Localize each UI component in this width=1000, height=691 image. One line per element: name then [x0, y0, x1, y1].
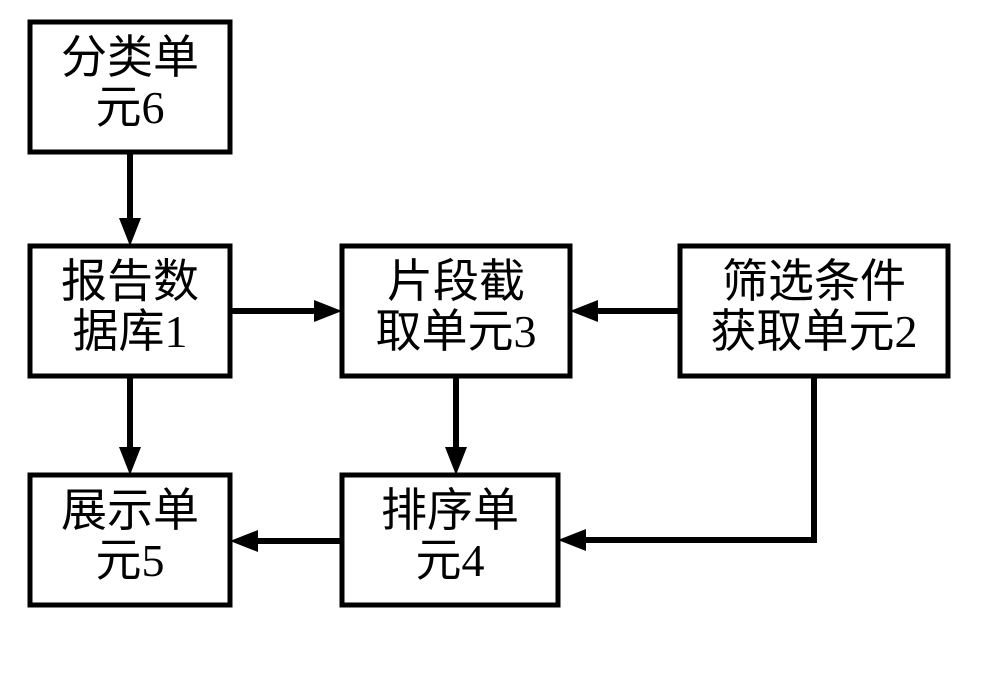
flowchart-diagram: 分类单元6 报告数据库1 片段截取单元3 筛选条件获取单元2 展示单元5 排序单元4 [0, 0, 1000, 691]
segment-extract-unit-3-label: 片段截取单元3 [376, 256, 537, 357]
sort-unit-4: 排序单元4 [342, 475, 558, 605]
filter-acquire-unit-2: 筛选条件获取单元2 [680, 246, 948, 376]
arrowhead [314, 300, 342, 322]
sort-unit-4-label: 排序单元4 [381, 485, 519, 586]
arrowhead [558, 529, 586, 551]
edge-n1-to-n3 [230, 300, 342, 322]
edge-n4-to-n5 [230, 530, 342, 552]
arrowhead [119, 447, 141, 475]
classification-unit-6: 分类单元6 [30, 22, 230, 152]
arrowhead [445, 447, 467, 475]
classification-unit-6-label: 分类单元6 [61, 32, 199, 133]
filter-acquire-unit-2-label: 筛选条件获取单元2 [711, 256, 918, 357]
report-database-1: 报告数据库1 [30, 246, 230, 376]
display-unit-5: 展示单元5 [30, 475, 230, 605]
arrowhead [230, 530, 258, 552]
edge-n2-to-n4 [558, 376, 814, 551]
nodes-layer: 分类单元6 报告数据库1 片段截取单元3 筛选条件获取单元2 展示单元5 排序单元4 [30, 22, 948, 605]
display-unit-5-label: 展示单元5 [61, 485, 199, 586]
arrowhead [570, 300, 598, 322]
segment-extract-unit-3: 片段截取单元3 [342, 246, 570, 376]
edge-n3-to-n4 [445, 376, 467, 475]
arrowhead [119, 218, 141, 246]
edge-n2-to-n4-line [586, 376, 814, 540]
edge-n6-to-n1 [119, 152, 141, 246]
edge-n1-to-n5 [119, 376, 141, 475]
edge-n2-to-n3 [570, 300, 680, 322]
report-database-1-label: 报告数据库1 [61, 256, 199, 357]
